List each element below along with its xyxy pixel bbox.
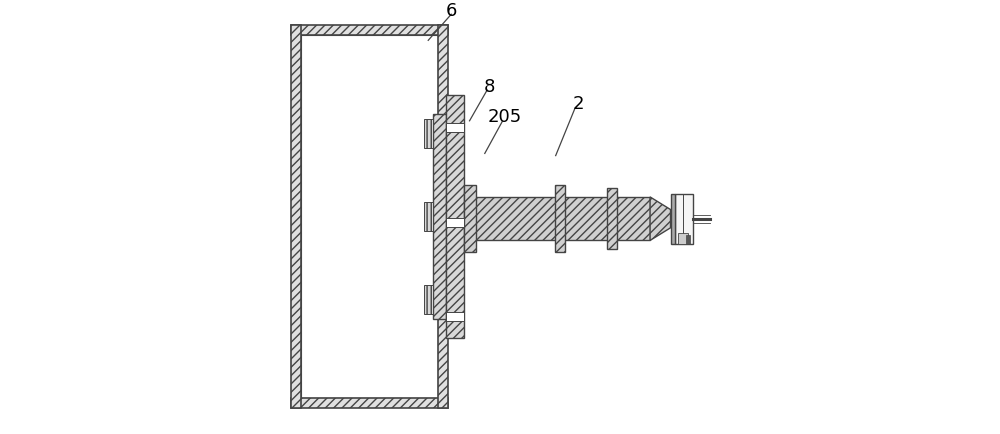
- Polygon shape: [650, 197, 671, 241]
- Bar: [464, 197, 650, 241]
- Bar: [424, 285, 433, 314]
- Bar: [446, 95, 464, 339]
- Bar: [291, 26, 301, 408]
- Text: 6: 6: [446, 2, 457, 20]
- Text: 205: 205: [487, 108, 521, 126]
- Bar: [446, 123, 464, 133]
- Bar: [424, 202, 433, 232]
- Bar: [438, 26, 448, 408]
- Bar: [607, 189, 617, 250]
- Bar: [675, 194, 693, 244]
- Bar: [671, 194, 675, 244]
- Bar: [433, 115, 446, 319]
- Bar: [301, 36, 438, 398]
- Text: 2: 2: [573, 95, 584, 113]
- Text: 8: 8: [483, 78, 495, 96]
- Bar: [555, 186, 565, 253]
- Bar: [686, 235, 690, 244]
- Bar: [446, 218, 464, 228]
- Bar: [464, 186, 476, 253]
- Bar: [291, 26, 448, 36]
- Bar: [446, 312, 464, 322]
- Bar: [678, 233, 688, 245]
- Bar: [291, 398, 448, 408]
- Bar: [424, 120, 433, 149]
